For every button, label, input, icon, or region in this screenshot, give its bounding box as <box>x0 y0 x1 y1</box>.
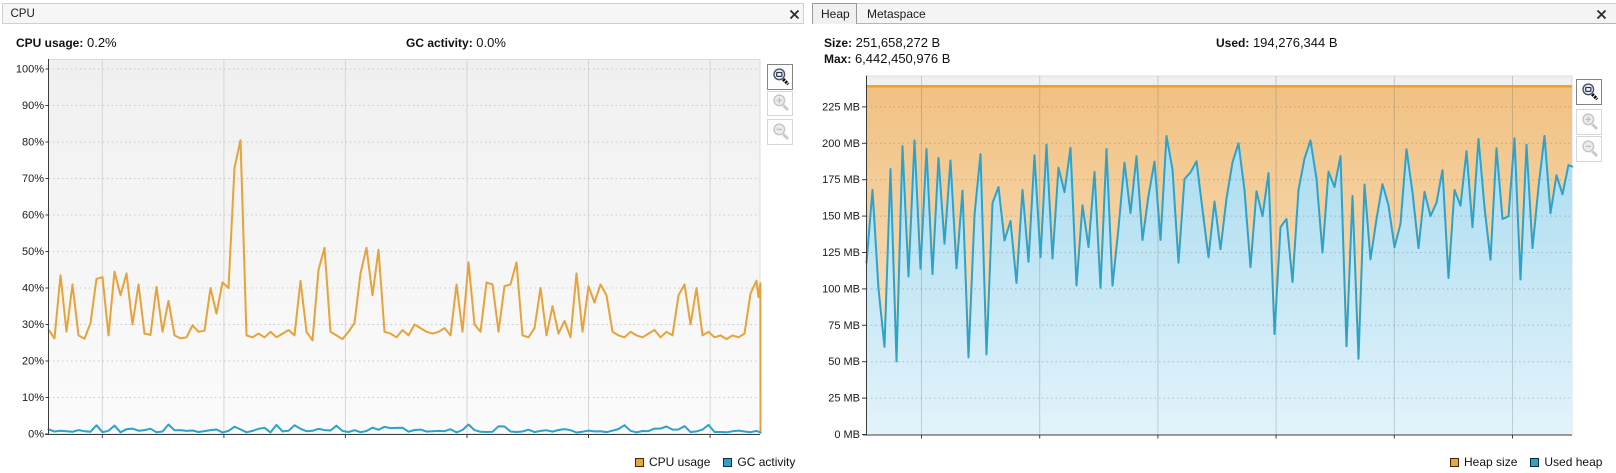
svg-text:50 MB: 50 MB <box>828 356 860 368</box>
svg-text:20%: 20% <box>22 356 44 368</box>
svg-text:100%: 100% <box>16 64 44 76</box>
svg-text:40%: 40% <box>22 283 44 295</box>
svg-text:25 MB: 25 MB <box>828 393 860 405</box>
svg-text:150 MB: 150 MB <box>822 211 860 223</box>
svg-text:30%: 30% <box>22 319 44 331</box>
svg-text:70%: 70% <box>22 173 44 185</box>
svg-text:60%: 60% <box>22 210 44 222</box>
svg-text:10%: 10% <box>22 392 44 404</box>
svg-text:0 MB: 0 MB <box>834 429 860 441</box>
svg-text:175 MB: 175 MB <box>822 174 860 186</box>
svg-text:80%: 80% <box>22 137 44 149</box>
svg-text:0%: 0% <box>28 429 44 441</box>
svg-text:75 MB: 75 MB <box>828 320 860 332</box>
svg-text:90%: 90% <box>22 100 44 112</box>
svg-text:50%: 50% <box>22 246 44 258</box>
svg-text:225 MB: 225 MB <box>822 101 860 113</box>
svg-text:200 MB: 200 MB <box>822 138 860 150</box>
svg-text:100 MB: 100 MB <box>822 283 860 295</box>
svg-text:125 MB: 125 MB <box>822 247 860 259</box>
